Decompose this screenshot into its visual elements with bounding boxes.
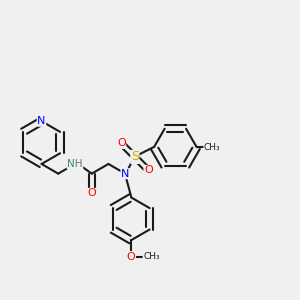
Text: S: S: [131, 150, 139, 164]
Text: O: O: [117, 138, 126, 148]
Text: N: N: [121, 169, 129, 178]
Text: O: O: [144, 165, 153, 176]
Text: O: O: [87, 188, 96, 198]
Text: CH₃: CH₃: [143, 252, 160, 261]
Text: N: N: [37, 116, 46, 126]
Text: CH₃: CH₃: [204, 143, 220, 152]
Text: O: O: [127, 252, 136, 262]
Text: NH: NH: [67, 159, 83, 169]
